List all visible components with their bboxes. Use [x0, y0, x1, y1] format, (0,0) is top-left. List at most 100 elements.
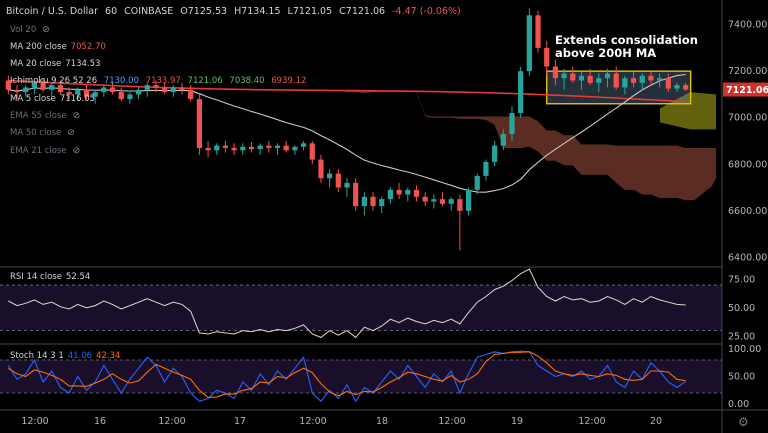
rsi-value: 52.54 — [65, 272, 91, 282]
legend-ma5[interactable]: MA 5 close 7116.05 — [10, 94, 95, 104]
candle-body — [353, 182, 359, 207]
candle — [526, 8, 532, 76]
candle — [648, 71, 654, 86]
ichimoku-value-5: 6939.12 — [271, 76, 307, 86]
candle — [413, 185, 420, 202]
candle — [257, 143, 263, 155]
legend-ichimoku[interactable]: Ichimoku 9 26 52 26 7130.00 7133.97 7121… — [10, 76, 306, 86]
candle — [570, 66, 576, 83]
candle — [604, 68, 611, 88]
candle — [283, 140, 289, 153]
candle — [500, 129, 506, 151]
candle — [587, 68, 593, 86]
ma5-value: 7116.05 — [59, 94, 96, 104]
ma5-label: MA 5 close — [10, 94, 56, 104]
candle-body — [396, 189, 402, 195]
legend-ma20[interactable]: MA 20 close 7134.53 — [10, 59, 100, 69]
price-pane — [5, 8, 716, 251]
candle — [439, 192, 446, 207]
candle — [396, 182, 402, 200]
stoch-tick-label: 0.00 — [728, 399, 749, 410]
time-tick-label: 19 — [511, 416, 523, 427]
candle-body — [526, 15, 532, 72]
candle-body — [648, 75, 654, 81]
stoch-legend[interactable]: Stoch 14 3 1 41.06 42.34 — [10, 351, 120, 361]
eye-off-icon[interactable]: ⊘ — [67, 128, 75, 138]
candle — [561, 68, 567, 90]
candle — [31, 80, 37, 95]
candle-body — [683, 85, 689, 90]
legend-ma50[interactable]: MA 50 close ⊘ — [10, 128, 75, 138]
candle-body — [188, 89, 194, 100]
candle — [5, 75, 11, 95]
candle — [66, 87, 72, 100]
candle — [318, 154, 324, 183]
eye-off-icon[interactable]: ⊘ — [42, 25, 50, 35]
candle — [465, 187, 472, 216]
time-tick-label: 17 — [234, 416, 246, 427]
ma200-value: 7052.70 — [70, 42, 106, 52]
vol-label: Vol 20 — [10, 25, 37, 35]
candle-body — [205, 147, 211, 151]
candle — [170, 85, 176, 97]
candle-body — [257, 145, 263, 150]
candle-body — [448, 199, 454, 204]
candle-body — [127, 94, 133, 100]
candle-body — [283, 145, 289, 151]
candle — [335, 168, 341, 193]
candle-body — [309, 143, 315, 160]
candle-body — [196, 99, 202, 148]
candle-body — [613, 73, 619, 88]
rsi-tick-label: 25.00 — [728, 331, 755, 342]
rsi-tick-label: 75.00 — [728, 274, 755, 285]
candle-body — [344, 182, 350, 188]
candle — [483, 159, 489, 181]
candle-body — [570, 73, 576, 81]
candle — [344, 178, 350, 197]
stoch-tick-label: 50.00 — [728, 372, 755, 383]
candle — [162, 82, 168, 95]
eye-off-icon[interactable]: ⊘ — [72, 111, 81, 121]
legend-vol[interactable]: Vol 20 ⊘ — [10, 25, 50, 35]
eye-off-icon[interactable]: ⊘ — [72, 146, 81, 156]
candle — [300, 140, 307, 151]
candle-body — [630, 78, 637, 83]
legend-ema21[interactable]: EMA 21 close ⊘ — [10, 146, 80, 156]
ohlc-high: H7134.15 — [234, 6, 281, 17]
candle-body — [413, 189, 420, 197]
price-tick-label: 6400.00 — [728, 252, 767, 263]
candle — [127, 92, 133, 104]
candle-body — [674, 85, 680, 89]
candle — [665, 73, 671, 93]
legend-ema55[interactable]: EMA 55 close ⊘ — [10, 111, 80, 121]
candle-body — [500, 134, 506, 146]
last-price-badge — [723, 82, 768, 97]
candle-body — [318, 159, 324, 179]
legend-ma200[interactable]: MA 200 close 7052.70 — [10, 42, 106, 52]
stoch-tick-label: 100.00 — [728, 344, 761, 355]
stoch-pane — [0, 350, 722, 403]
candle — [596, 73, 602, 93]
annotation-line-2: above 200H MA — [555, 46, 657, 60]
candle — [552, 59, 559, 86]
candle-body — [135, 89, 142, 95]
candle — [492, 140, 498, 167]
ma200-label: MA 200 close — [10, 42, 67, 52]
gear-icon[interactable]: ⚙ — [738, 415, 749, 429]
candle — [544, 40, 550, 76]
candle — [405, 187, 411, 202]
candle-body — [578, 75, 585, 81]
candle-body — [66, 92, 72, 95]
candle-body — [335, 173, 341, 188]
rsi-tick-label: 50.00 — [728, 303, 755, 314]
symbol-name[interactable]: Bitcoin / U.S. Dollar — [6, 6, 98, 17]
candle-body — [170, 87, 176, 93]
candle — [448, 196, 454, 211]
interval-label[interactable]: 60 — [105, 6, 118, 17]
rsi-legend[interactable]: RSI 14 close 52.54 — [10, 272, 90, 282]
candle — [144, 82, 150, 97]
candle-body — [292, 146, 298, 151]
candle-body — [5, 80, 11, 90]
ma20-value: 7134.53 — [65, 59, 101, 69]
